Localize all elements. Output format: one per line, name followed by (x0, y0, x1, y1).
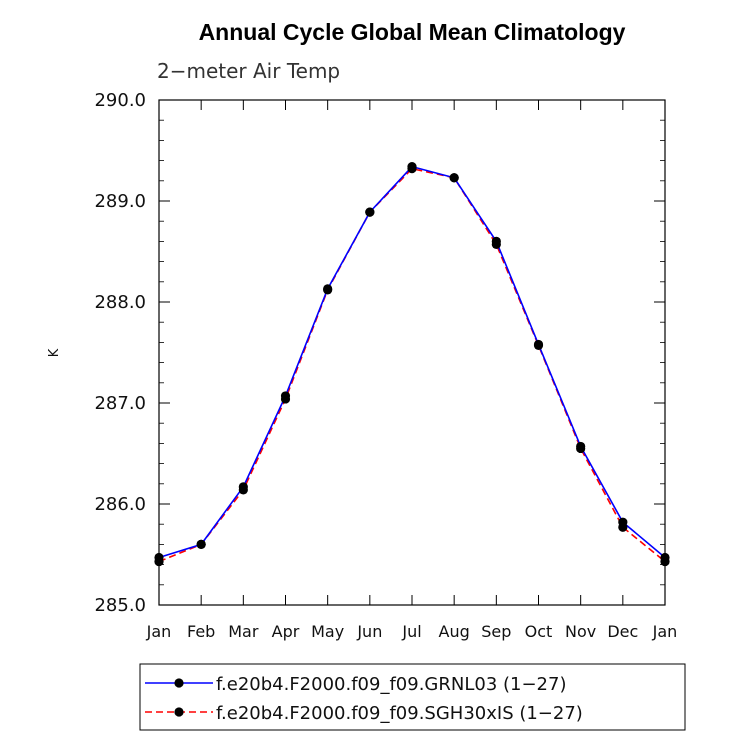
plot-frame (158, 99, 666, 606)
series-line-1 (158, 165, 666, 559)
x-tick-label: Feb (187, 622, 215, 641)
series-2-point (365, 207, 375, 217)
series-2-point (238, 485, 248, 495)
y-tick-label: 290.0 (94, 90, 146, 111)
y-tick-label: 289.0 (94, 191, 146, 212)
x-tick-label: Jan (146, 622, 172, 641)
plot-area: Jan Feb Mar Apr May Jun Jul Aug Sep Oct Nov Dec Jan2… (94, 90, 677, 641)
series-2-point (660, 556, 670, 567)
legend-marker-2 (174, 707, 184, 717)
x-tick-label: Mar (228, 622, 259, 641)
series-2-point (533, 340, 544, 351)
x-tick-label: Aug (439, 622, 470, 641)
series-2-point (491, 239, 501, 250)
x-tick-label: May (311, 622, 344, 641)
y-tick-label: 288.0 (94, 292, 146, 313)
y-tick-label: 285.0 (94, 595, 146, 616)
series-line-2 (158, 167, 666, 563)
series-2-point (449, 173, 459, 183)
series-2-point (280, 394, 291, 404)
legend-label-2: f.e20b4.F2000.f09_f09.SGH30xIS (1−27) (216, 703, 583, 724)
legend-label-1: f.e20b4.F2000.f09_f09.GRNL03 (1−27) (216, 674, 566, 695)
chart-subtitle: 2−meter Air Temp (157, 59, 340, 83)
legend-box (139, 663, 686, 731)
series-2-point (407, 164, 417, 174)
series-2-point (618, 522, 628, 532)
x-tick-label: Sep (481, 622, 511, 641)
series-2-point (323, 285, 333, 295)
series-2-point (154, 556, 164, 567)
y-tick-label: 287.0 (94, 393, 146, 414)
series-2-point (576, 443, 586, 454)
x-tick-label: Oct (525, 622, 553, 641)
x-tick-label: Jan (652, 622, 678, 641)
x-tick-label: Apr (272, 622, 300, 641)
x-tick-label: Jun (356, 622, 382, 641)
y-tick-label: 286.0 (94, 494, 146, 515)
legend-marker-1 (174, 678, 184, 688)
chart-title: Annual Cycle Global Mean Climatology (199, 19, 626, 45)
series-2-point (196, 539, 206, 550)
x-tick-label: Jul (401, 622, 421, 641)
x-tick-label: Nov (565, 622, 596, 641)
x-tick-label: Dec (607, 622, 638, 641)
legend: f.e20b4.F2000.f09_f09.GRNL03 (1−27) f.e20… (139, 663, 686, 731)
y-axis-label: K (47, 348, 62, 357)
